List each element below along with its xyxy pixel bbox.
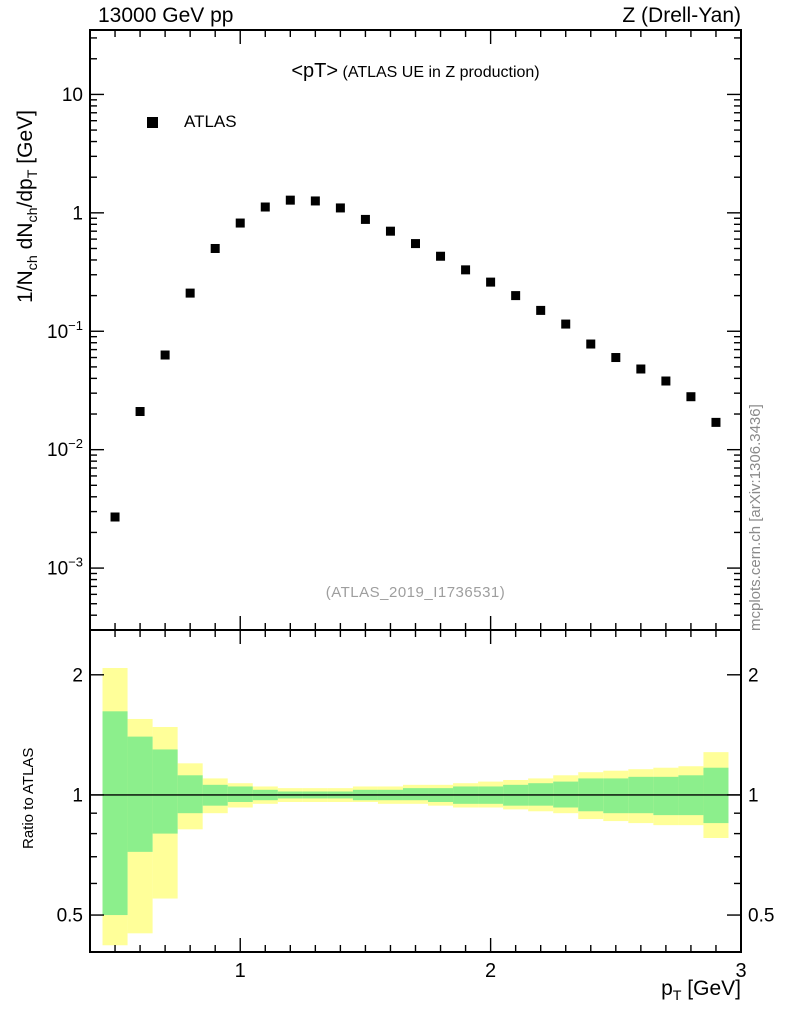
x-tick-label: 3	[735, 960, 746, 982]
data-point	[335, 203, 345, 213]
data-point	[110, 512, 120, 522]
data-point	[461, 265, 471, 275]
data-point	[385, 226, 395, 236]
data-point	[536, 305, 546, 315]
ratio-band-inner	[177, 775, 203, 814]
data-point	[486, 277, 496, 287]
axis-ticks	[89, 30, 742, 952]
axis-tick-labels: 10 1 10−1 10−2 10−3 2 2 1 1 0.5 0.5 1 2 3	[47, 85, 774, 982]
ratio-band-inner	[227, 786, 253, 803]
ratio-tick-label-right: 2	[748, 665, 759, 686]
ratio-bands	[102, 668, 729, 946]
y-tick-label: 10−1	[47, 318, 83, 343]
legend-label: ATLAS	[184, 112, 237, 131]
ratio-band-inner	[127, 736, 153, 852]
ratio-band-inner	[402, 788, 429, 801]
process-title: Z (Drell-Yan)	[622, 4, 741, 27]
data-point	[611, 353, 621, 363]
data-point	[235, 218, 245, 228]
data-point	[686, 392, 696, 402]
data-point	[160, 350, 170, 360]
ratio-tick-label-left: 0.5	[57, 906, 83, 927]
y-tick-label: 1	[72, 203, 83, 224]
y-axis-label: 1/Nch dNch/dpT [GeV]	[14, 110, 42, 303]
data-point	[436, 251, 446, 261]
legend-marker	[147, 116, 158, 128]
ratio-band-inner	[102, 711, 128, 916]
data-point	[360, 214, 370, 224]
data-point	[210, 243, 220, 253]
y-tick-label: 10	[62, 85, 83, 106]
data-point	[411, 239, 420, 249]
beam-energy-title: 13000 GeV pp	[98, 4, 234, 27]
data-point	[511, 291, 521, 301]
data-point	[586, 339, 596, 349]
ratio-y-axis-label: Ratio to ATLAS	[20, 747, 37, 849]
y-tick-label: 10−2	[47, 436, 83, 461]
x-tick-label: 2	[485, 960, 496, 982]
plot-title-detail: (ATLAS UE in Z production)	[338, 64, 540, 81]
data-point	[636, 364, 646, 374]
y-tick-label: 10−3	[47, 555, 83, 580]
plot-title-observable: <pT>	[291, 60, 339, 82]
ratio-band-inner	[603, 778, 629, 814]
ratio-tick-label-right: 0.5	[748, 906, 774, 927]
data-point	[310, 196, 320, 206]
data-point	[135, 407, 145, 417]
plot-title: <pT> (ATLAS UE in Z production)	[90, 60, 741, 83]
data-point	[185, 288, 195, 298]
ratio-band-inner	[653, 776, 679, 816]
ratio-tick-label-left: 1	[72, 785, 83, 806]
data-point	[711, 417, 721, 427]
ratio-tick-label-right: 1	[748, 785, 759, 806]
data-point	[260, 202, 270, 212]
x-axis-label: pT [GeV]	[661, 977, 741, 1005]
ratio-band-inner	[152, 749, 178, 834]
legend: ATLAS	[147, 112, 237, 132]
mcplots-credit: mcplots.cern.ch [arXiv:1306.3436]	[747, 404, 764, 631]
x-tick-label: 1	[235, 960, 246, 982]
series-atlas-markers	[110, 195, 721, 522]
analysis-watermark: (ATLAS_2019_I1736531)	[325, 584, 506, 601]
data-point	[285, 195, 295, 205]
data-point	[561, 319, 571, 329]
data-point	[661, 376, 671, 386]
ratio-tick-label-left: 2	[72, 665, 83, 686]
